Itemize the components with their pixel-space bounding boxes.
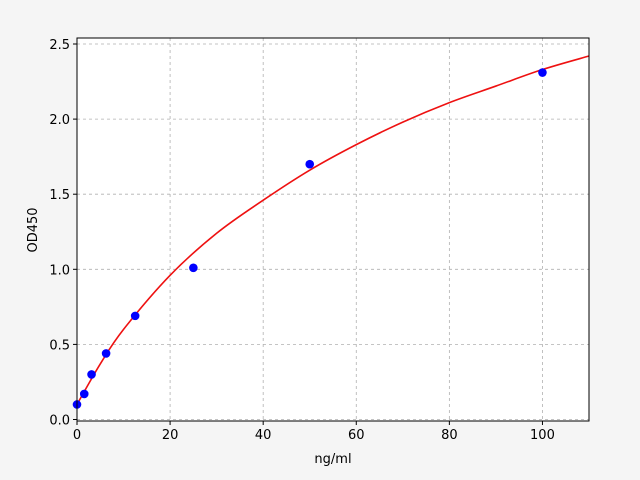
data-point (79, 389, 89, 399)
fit-curve (76, 55, 590, 405)
y-axis-label: OD450 (26, 207, 41, 252)
ticks: 0 20 40 60 80 100 0.0 0.5 1.0 1.5 2.0 2.5 (49, 38, 555, 443)
data-point (130, 311, 140, 321)
plot-frame (76, 37, 590, 422)
x-axis-label: ng/ml (314, 452, 351, 467)
x-tick-label: 0 (73, 428, 81, 443)
data-point (538, 68, 547, 77)
data-point (305, 159, 315, 169)
data-point (189, 263, 198, 273)
data-point (87, 370, 96, 379)
y-tick-label: 2.0 (49, 113, 70, 128)
x-tick-label: 100 (530, 428, 555, 443)
y-tick-label: 1.0 (49, 263, 70, 278)
plot-area (77, 38, 589, 421)
y-tick-label: 2.5 (49, 38, 70, 53)
x-tick-label: 60 (348, 428, 365, 443)
x-tick-label: 80 (441, 428, 458, 443)
data-point (101, 349, 111, 358)
x-tick-label: 40 (255, 428, 272, 443)
x-tick-label: 20 (162, 428, 179, 443)
y-tick-label: 1.5 (49, 188, 70, 203)
y-tick-label: 0.0 (49, 413, 70, 428)
fit-curve-group (76, 55, 590, 405)
y-tick-label: 0.5 (49, 338, 70, 353)
